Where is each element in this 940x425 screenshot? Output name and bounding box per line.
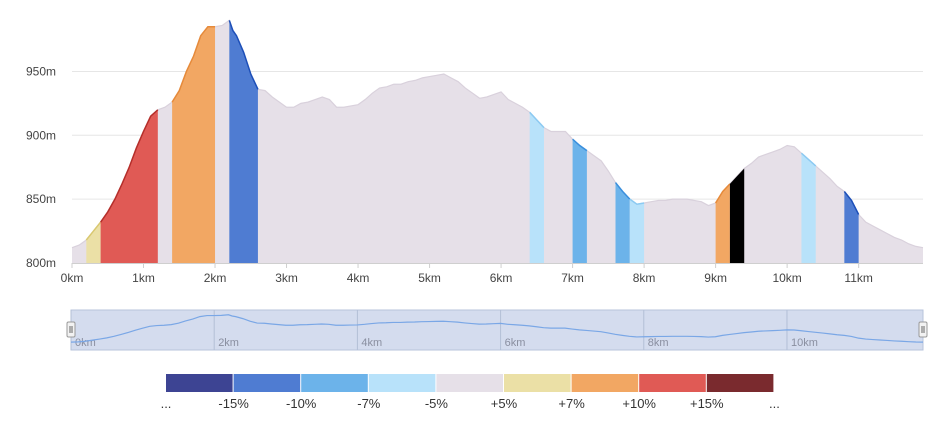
x-axis-tick-label: 0km — [61, 271, 84, 285]
gradient-segment-edge — [572, 138, 588, 152]
legend-swatch — [639, 374, 706, 392]
navigator-tick-label: 10km — [791, 337, 818, 349]
gradient-segment — [529, 112, 544, 263]
gradient-segment-edge — [171, 26, 216, 103]
gradient-segment — [615, 182, 630, 263]
legend-label: -5% — [425, 396, 449, 411]
gradient-segment — [844, 191, 859, 263]
gradient-segment-edge — [843, 191, 860, 215]
navigator-tick-label: 2km — [218, 337, 239, 349]
x-axis-tick-label: 5km — [418, 271, 441, 285]
legend-label: ... — [769, 396, 780, 411]
legend-swatch — [571, 374, 639, 392]
x-axis-tick-label: 9km — [704, 271, 727, 285]
legend-swatch — [368, 374, 436, 392]
legend-label: +7% — [558, 396, 585, 411]
gradient-segment — [629, 199, 645, 263]
legend-swatch — [301, 374, 368, 392]
gradient-segment-edge — [228, 20, 259, 90]
y-axis-tick-label: 900m — [26, 128, 56, 142]
x-axis-tick-label: 10km — [772, 271, 801, 285]
legend-label: +10% — [622, 396, 656, 411]
x-axis-tick-label: 2km — [204, 271, 227, 285]
legend-label: -10% — [286, 396, 317, 411]
y-axis-tick-label: 800m — [26, 256, 56, 270]
navigator-handle-left[interactable] — [66, 321, 76, 338]
navigator-tick-label: 8km — [648, 337, 669, 349]
navigator-handle-right[interactable] — [918, 321, 928, 338]
legend-label: -15% — [218, 396, 249, 411]
legend-swatch — [166, 374, 233, 392]
legend-swatch — [706, 374, 774, 392]
gradient-segment-edge — [629, 198, 645, 206]
legend-label: ... — [161, 396, 172, 411]
x-axis-tick-label: 6km — [490, 271, 513, 285]
gradient-segment — [801, 153, 816, 263]
gradient-segment-edge — [85, 221, 102, 241]
navigator-series-line — [70, 314, 924, 343]
gradient-segment-edge — [714, 183, 731, 204]
gradient-segment — [572, 139, 587, 263]
gradient-segment-edge — [529, 111, 545, 129]
gradient-segment — [729, 168, 745, 263]
x-axis-tick-label: 8km — [633, 271, 656, 285]
x-axis-tick-label: 3km — [275, 271, 298, 285]
gradient-legend: ... -15% -10% -7% -5% +5% +7% +10% +15%... — [161, 374, 780, 411]
legend-label: +5% — [491, 396, 518, 411]
navigator-tick-label: 6km — [505, 337, 526, 349]
navigator-handle-grip[interactable] — [918, 321, 928, 338]
gradient-segment — [172, 26, 216, 263]
x-axis-tick-label: 11km — [844, 271, 872, 285]
legend-label: -7% — [357, 396, 381, 411]
gradient-segment-edge — [800, 152, 817, 167]
x-axis-tick-label: 4km — [347, 271, 370, 285]
x-axis-tick-label: 1km — [132, 271, 155, 285]
gradient-segment — [86, 222, 101, 263]
gradient-segment-edge — [614, 182, 631, 200]
y-axis-tick-label: 950m — [26, 64, 56, 78]
legend-swatch — [436, 374, 503, 392]
gradient-segments — [85, 20, 860, 264]
navigator-tick-label: 0km — [75, 337, 96, 349]
x-axis-tick-label: 7km — [561, 271, 584, 285]
legend-swatch — [233, 374, 301, 392]
y-axis-tick-label: 850m — [26, 192, 56, 206]
navigator-handle-grip[interactable] — [66, 321, 76, 338]
gradient-segment — [229, 20, 258, 263]
range-navigator[interactable]: 0km 2km 4km 6km 8km 10km — [66, 309, 928, 351]
legend-swatch — [504, 374, 571, 392]
axes: 800m 850m 900m 950m 0km 1km 2km 3km 4km 5km 6km 7km… — [26, 64, 923, 285]
legend-label: +15% — [690, 396, 724, 411]
elevation-area-fill — [72, 20, 923, 263]
navigator-tick-label: 4km — [361, 337, 382, 349]
gradient-segment — [715, 183, 730, 263]
gradient-segment — [100, 109, 158, 264]
gradient-segment-edge — [99, 109, 159, 223]
